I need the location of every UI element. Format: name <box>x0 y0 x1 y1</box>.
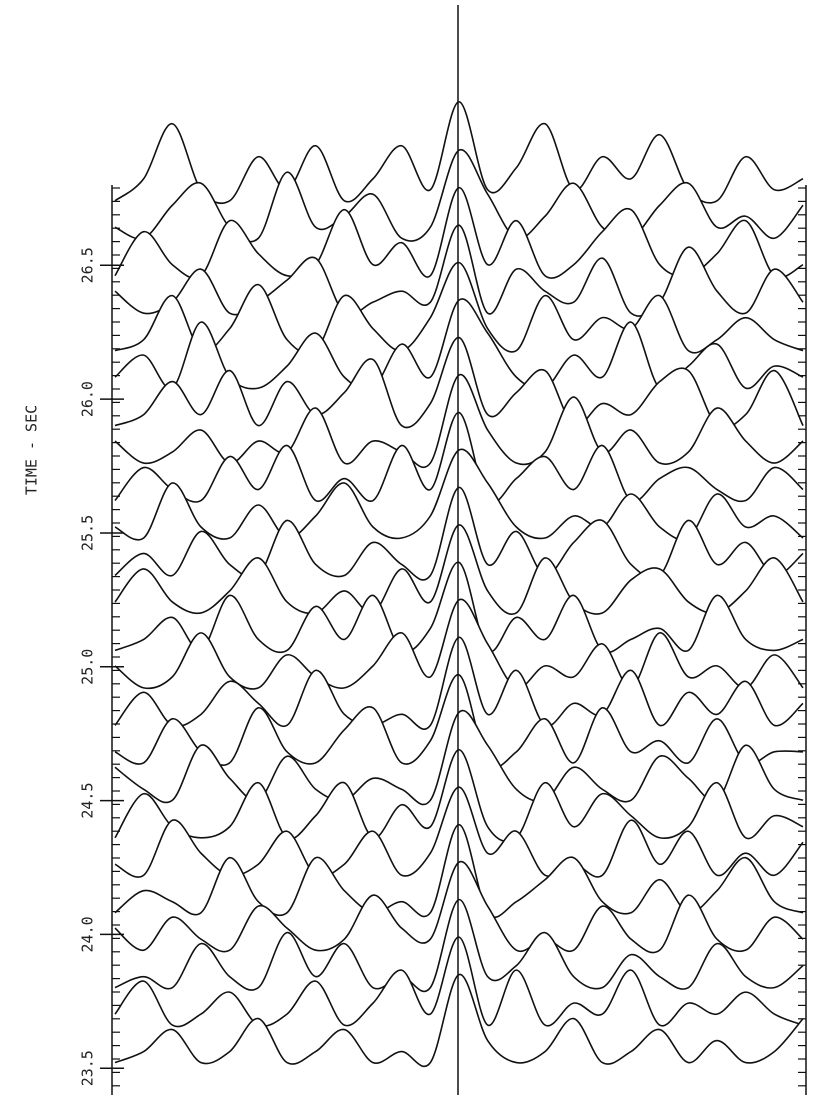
trace <box>114 598 804 690</box>
trace <box>114 898 804 993</box>
trace <box>114 261 804 355</box>
trace-fill <box>115 974 803 1076</box>
y-tick-label: 23.5 <box>79 1050 97 1086</box>
y-tick-label: 26.5 <box>79 247 97 283</box>
y-axis-label: TIME - SEC <box>23 405 41 495</box>
trace <box>114 224 804 317</box>
trace <box>114 336 804 430</box>
trace <box>114 486 804 581</box>
trace <box>114 860 804 954</box>
trace <box>114 561 804 654</box>
y-tick-label: 25.5 <box>79 515 97 551</box>
trace <box>114 674 804 769</box>
trace <box>114 936 804 1028</box>
y-tick-label: 24.5 <box>79 783 97 819</box>
trace <box>114 411 804 504</box>
traces <box>114 100 804 1076</box>
trace <box>114 709 804 806</box>
y-tick-label: 25.0 <box>79 649 97 685</box>
trace <box>114 748 804 843</box>
trace <box>114 973 804 1068</box>
y-tick-label: 26.0 <box>79 381 97 417</box>
trace <box>114 636 804 730</box>
y-tick-label: 24.0 <box>79 916 97 952</box>
trace <box>114 524 804 615</box>
